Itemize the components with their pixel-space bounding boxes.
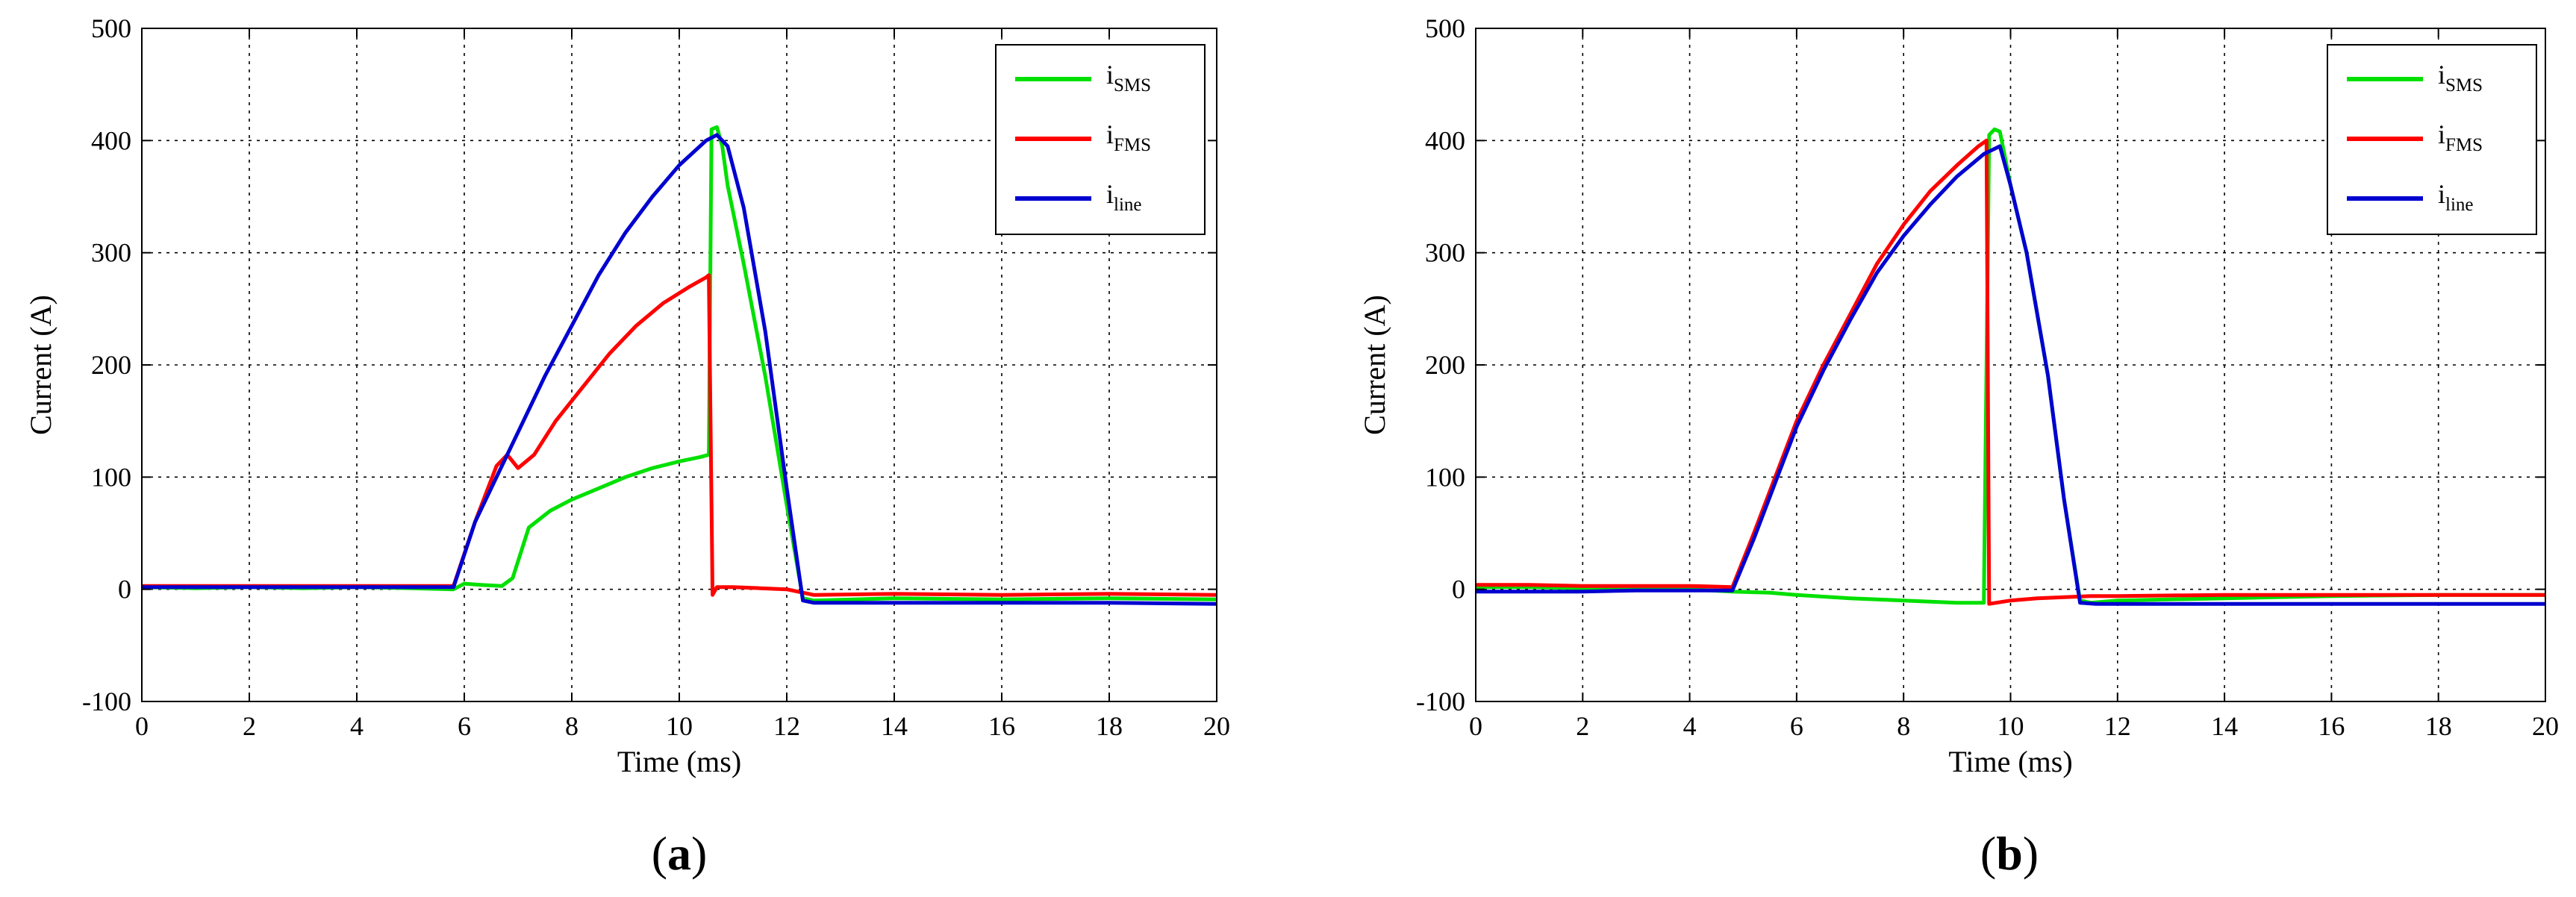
x-axis-label: Time (ms) — [617, 745, 741, 778]
legend-label-iline: iline — [1106, 179, 1142, 215]
legend-label-iFMS: iFMS — [1106, 119, 1151, 155]
y-tick-label: 300 — [1425, 238, 1465, 268]
legend-label-iSMS: iSMS — [2438, 60, 2483, 96]
x-tick-label: 0 — [135, 711, 149, 741]
x-tick-label: 4 — [1683, 711, 1697, 741]
y-tick-label: 200 — [91, 350, 131, 380]
x-tick-label: 0 — [1469, 711, 1482, 741]
x-tick-label: 16 — [2318, 711, 2345, 741]
panel-label: (b) — [1980, 827, 2039, 880]
x-tick-label: 18 — [2425, 711, 2452, 741]
y-tick-label: 300 — [91, 238, 131, 268]
chart-panel: 0 2 4 6 8 10 12 14 16 18 20-1000100200300400500Tim… — [1358, 13, 2559, 880]
x-tick-label: 20 — [1203, 711, 1230, 741]
legend: iSMS iFMS iline — [995, 44, 1206, 235]
y-tick-label: 0 — [1452, 575, 1465, 604]
x-tick-label: 12 — [773, 711, 800, 741]
y-tick-label: 100 — [1425, 462, 1465, 492]
x-tick-label: 14 — [881, 711, 908, 741]
y-axis-label: Current (A) — [24, 295, 57, 435]
x-tick-label: 8 — [565, 711, 578, 741]
y-tick-label: 200 — [1425, 350, 1465, 380]
x-tick-label: 8 — [1897, 711, 1910, 741]
y-tick-label: 500 — [1425, 13, 1465, 43]
x-tick-label: 10 — [666, 711, 693, 741]
chart-panel: 0 2 4 6 8 10 12 14 16 18 20-1000100200300400500Tim… — [24, 13, 1230, 880]
legend: iSMS iFMS iline — [2327, 44, 2537, 235]
x-tick-label: 2 — [1576, 711, 1589, 741]
x-tick-label: 2 — [243, 711, 256, 741]
series-line-iFMS — [1476, 138, 2545, 606]
x-tick-label: 12 — [2104, 711, 2131, 741]
legend-label-iline: iline — [2438, 179, 2474, 215]
x-tick-label: 4 — [350, 711, 364, 741]
x-tick-label: 10 — [1998, 711, 2024, 741]
legend-label-iFMS: iFMS — [2438, 119, 2483, 155]
y-tick-label: -100 — [1416, 687, 1465, 716]
y-tick-label: -100 — [82, 687, 131, 716]
y-tick-label: 500 — [91, 13, 131, 43]
x-tick-label: 16 — [988, 711, 1015, 741]
x-tick-label: 6 — [458, 711, 471, 741]
y-tick-label: 100 — [91, 462, 131, 492]
x-tick-label: 18 — [1096, 711, 1123, 741]
x-axis-label: Time (ms) — [1948, 745, 2072, 778]
panel-label: (a) — [652, 827, 708, 880]
x-tick-label: 14 — [2211, 711, 2238, 741]
y-tick-label: 400 — [1425, 125, 1465, 155]
legend-label-iSMS: iSMS — [1106, 60, 1151, 96]
y-axis-label: Current (A) — [1358, 295, 1391, 435]
series-line-iline — [1476, 144, 2545, 606]
y-tick-label: 400 — [91, 125, 131, 155]
x-tick-label: 6 — [1790, 711, 1803, 741]
y-tick-label: 0 — [118, 575, 131, 604]
series-line-iline — [142, 133, 1217, 606]
x-tick-label: 20 — [2532, 711, 2559, 741]
